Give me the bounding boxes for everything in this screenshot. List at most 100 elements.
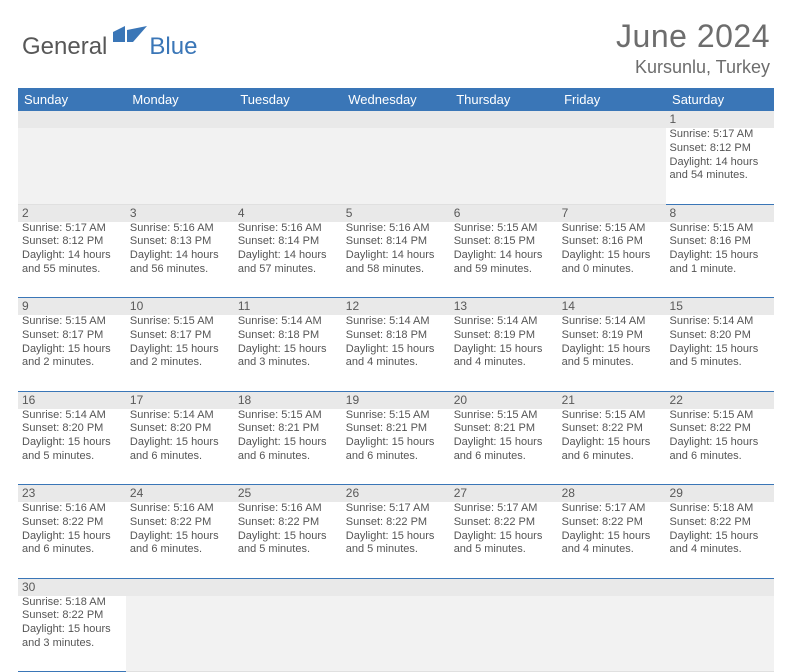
day-detail-cell [342,596,450,672]
day-number-row: 23242526272829 [18,485,774,503]
daylight-line: Daylight: 15 hours and 5 minutes. [238,530,338,558]
daylight-line: Daylight: 15 hours and 3 minutes. [238,343,338,371]
sunrise-line: Sunrise: 5:14 AM [238,315,338,329]
day-detail-cell [126,596,234,672]
day-number-cell: 25 [234,485,342,503]
day-number-cell: 26 [342,485,450,503]
sunrise-line: Sunrise: 5:15 AM [238,409,338,423]
sunset-line: Sunset: 8:14 PM [346,235,446,249]
day-number-cell: 17 [126,391,234,409]
sunrise-line: Sunrise: 5:16 AM [130,502,230,516]
daylight-line: Daylight: 15 hours and 2 minutes. [22,343,122,371]
sunset-line: Sunset: 8:12 PM [670,142,770,156]
week-row: Sunrise: 5:14 AMSunset: 8:20 PMDaylight:… [18,409,774,485]
sunset-line: Sunset: 8:16 PM [562,235,662,249]
sunrise-line: Sunrise: 5:18 AM [22,596,122,610]
day-detail-cell [666,596,774,672]
daylight-line: Daylight: 14 hours and 56 minutes. [130,249,230,277]
sunrise-line: Sunrise: 5:14 AM [562,315,662,329]
day-number-cell: 12 [342,298,450,316]
daylight-line: Daylight: 15 hours and 4 minutes. [346,343,446,371]
sunset-line: Sunset: 8:18 PM [238,329,338,343]
sunset-line: Sunset: 8:20 PM [22,422,122,436]
sunset-line: Sunset: 8:12 PM [22,235,122,249]
day-detail-cell: Sunrise: 5:17 AMSunset: 8:22 PMDaylight:… [450,502,558,578]
day-detail-cell: Sunrise: 5:18 AMSunset: 8:22 PMDaylight:… [18,596,126,672]
daylight-line: Daylight: 15 hours and 5 minutes. [346,530,446,558]
sunrise-line: Sunrise: 5:17 AM [562,502,662,516]
logo-text-blue: Blue [149,33,197,61]
sunrise-line: Sunrise: 5:16 AM [238,502,338,516]
day-number-row: 1 [18,111,774,128]
day-detail-cell: Sunrise: 5:15 AMSunset: 8:15 PMDaylight:… [450,222,558,298]
day-number-cell: 9 [18,298,126,316]
sunset-line: Sunset: 8:22 PM [22,609,122,623]
daylight-line: Daylight: 15 hours and 6 minutes. [130,436,230,464]
day-number-cell [558,578,666,596]
sunset-line: Sunset: 8:19 PM [562,329,662,343]
sunset-line: Sunset: 8:22 PM [562,516,662,530]
sunrise-line: Sunrise: 5:16 AM [346,222,446,236]
day-number-cell [342,578,450,596]
sunset-line: Sunset: 8:21 PM [346,422,446,436]
sunset-line: Sunset: 8:22 PM [238,516,338,530]
title-block: June 2024 Kursunlu, Turkey [616,18,770,78]
day-detail-cell: Sunrise: 5:17 AMSunset: 8:22 PMDaylight:… [342,502,450,578]
day-number-row: 2345678 [18,204,774,222]
sunset-line: Sunset: 8:22 PM [454,516,554,530]
sunrise-line: Sunrise: 5:16 AM [22,502,122,516]
sunset-line: Sunset: 8:22 PM [22,516,122,530]
sunrise-line: Sunrise: 5:16 AM [130,222,230,236]
sunrise-line: Sunrise: 5:15 AM [22,315,122,329]
day-detail-cell: Sunrise: 5:15 AMSunset: 8:22 PMDaylight:… [558,409,666,485]
daylight-line: Daylight: 15 hours and 4 minutes. [562,530,662,558]
day-number-cell [666,578,774,596]
sunset-line: Sunset: 8:22 PM [346,516,446,530]
day-detail-cell: Sunrise: 5:16 AMSunset: 8:22 PMDaylight:… [126,502,234,578]
day-detail-cell: Sunrise: 5:15 AMSunset: 8:21 PMDaylight:… [234,409,342,485]
sunset-line: Sunset: 8:20 PM [670,329,770,343]
day-detail-cell: Sunrise: 5:15 AMSunset: 8:22 PMDaylight:… [666,409,774,485]
sunset-line: Sunset: 8:20 PM [130,422,230,436]
daylight-line: Daylight: 14 hours and 57 minutes. [238,249,338,277]
day-detail-cell: Sunrise: 5:17 AMSunset: 8:22 PMDaylight:… [558,502,666,578]
day-number-cell [450,111,558,128]
day-number-cell: 4 [234,204,342,222]
day-detail-cell [126,128,234,204]
day-number-cell: 22 [666,391,774,409]
day-detail-cell: Sunrise: 5:14 AMSunset: 8:18 PMDaylight:… [234,315,342,391]
day-detail-cell: Sunrise: 5:14 AMSunset: 8:20 PMDaylight:… [666,315,774,391]
daylight-line: Daylight: 15 hours and 4 minutes. [454,343,554,371]
day-number-cell: 15 [666,298,774,316]
day-number-cell [342,111,450,128]
day-detail-cell: Sunrise: 5:17 AMSunset: 8:12 PMDaylight:… [18,222,126,298]
day-detail-cell: Sunrise: 5:16 AMSunset: 8:22 PMDaylight:… [234,502,342,578]
daylight-line: Daylight: 14 hours and 58 minutes. [346,249,446,277]
sunset-line: Sunset: 8:22 PM [562,422,662,436]
day-number-cell [234,111,342,128]
sunset-line: Sunset: 8:22 PM [670,422,770,436]
day-detail-cell [234,128,342,204]
sunset-line: Sunset: 8:18 PM [346,329,446,343]
weekday-header: Monday [126,88,234,111]
daylight-line: Daylight: 15 hours and 6 minutes. [670,436,770,464]
day-number-cell [558,111,666,128]
day-detail-cell: Sunrise: 5:15 AMSunset: 8:16 PMDaylight:… [666,222,774,298]
sunrise-line: Sunrise: 5:15 AM [670,409,770,423]
sunset-line: Sunset: 8:14 PM [238,235,338,249]
header-bar: General Blue June 2024 Kursunlu, Turkey [18,18,774,88]
calendar-body: 1Sunrise: 5:17 AMSunset: 8:12 PMDaylight… [18,111,774,672]
sunrise-line: Sunrise: 5:14 AM [454,315,554,329]
sunrise-line: Sunrise: 5:17 AM [454,502,554,516]
sunrise-line: Sunrise: 5:15 AM [562,222,662,236]
sunrise-line: Sunrise: 5:16 AM [238,222,338,236]
daylight-line: Daylight: 15 hours and 5 minutes. [454,530,554,558]
sunrise-line: Sunrise: 5:17 AM [670,128,770,142]
day-number-cell: 21 [558,391,666,409]
day-number-row: 30 [18,578,774,596]
day-number-cell [234,578,342,596]
weekday-header: Saturday [666,88,774,111]
daylight-line: Daylight: 15 hours and 4 minutes. [670,530,770,558]
day-number-cell: 2 [18,204,126,222]
sunset-line: Sunset: 8:22 PM [670,516,770,530]
